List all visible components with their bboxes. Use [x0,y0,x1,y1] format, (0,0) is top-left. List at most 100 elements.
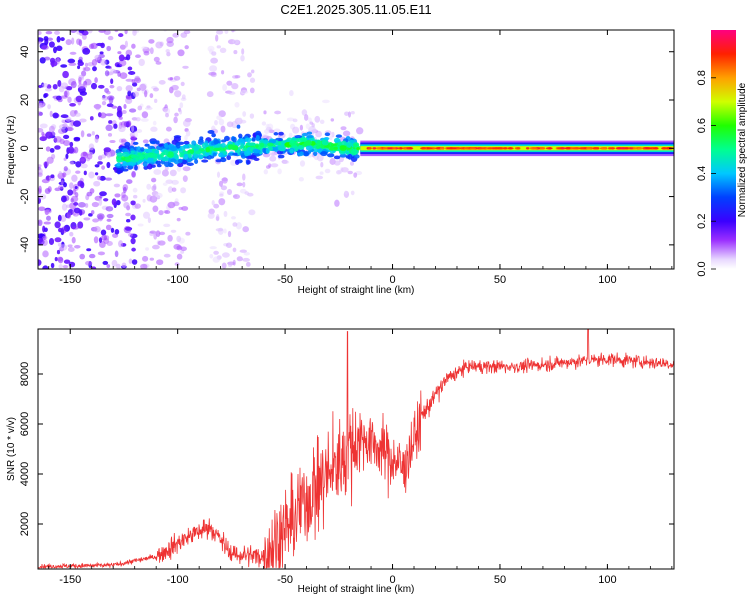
ridge-blob [347,142,352,148]
noise-blob [54,145,61,150]
noise-blob [146,183,152,190]
noise-blob [171,187,177,192]
noise-blob [38,164,42,168]
noise-blob [88,30,93,34]
tone-peak-dot [578,147,585,150]
ridge-blob [148,153,154,158]
noise-blob [176,235,182,243]
ridge-blob [255,144,259,148]
ridge-blob [305,140,312,146]
noise-blob [45,30,53,35]
ridge-blob [306,134,314,139]
ridge-blob [173,136,181,142]
noise-blob [263,110,267,115]
noise-blob [232,222,238,227]
ridge-blob [194,159,199,164]
noise-blob [110,227,115,233]
noise-blob [118,59,127,67]
noise-blob [250,69,255,74]
ridge-blob [232,136,237,143]
noise-blob [153,87,159,92]
ridge-blob [218,152,224,158]
noise-blob [299,160,306,167]
noise-blob [152,183,157,190]
tone-peak-dot [507,147,514,150]
noise-blob [226,121,234,128]
noise-blob [184,45,189,50]
noise-blob [223,228,227,234]
tone-peak-dot [421,147,426,150]
noise-blob [244,191,250,195]
noise-blob [126,179,133,185]
tone-peak-dot [661,147,667,150]
noise-blob [39,136,47,142]
noise-blob [292,118,298,123]
noise-blob [38,30,42,36]
ridge-blob [289,148,294,154]
tone-peak-dot [645,147,652,150]
noise-blob [99,191,107,197]
ridge-blob [246,160,251,165]
noise-blob [233,50,238,55]
ridge-blob [124,156,131,163]
tone-peak-dot [667,147,671,150]
noise-blob [134,203,141,209]
ridge-blob [145,149,153,153]
noise-blob [45,131,53,139]
noise-blob [48,41,55,48]
noise-blob [232,259,236,266]
tone-peak-dot [478,147,486,150]
noise-blob [234,102,240,108]
noise-blob [207,45,215,52]
noise-blob [224,30,229,35]
noise-blob [69,109,77,117]
noise-blob [153,56,160,63]
tone-peak-dot [439,147,445,150]
noise-blob [154,98,158,104]
spectrogram-x-tick-label: -150 [59,274,81,286]
tone-peak-dot [392,147,397,150]
noise-blob [208,71,217,76]
noise-blob [226,189,233,195]
ridge-blob [339,153,347,158]
ridge-blob [205,146,211,153]
noise-blob [60,226,67,234]
tone-peak-dot [531,147,538,150]
noise-blob [78,56,83,61]
ridge-blob [315,145,321,150]
noise-blob [69,122,73,129]
noise-blob [282,160,290,165]
noise-blob [106,264,111,269]
noise-blob [249,87,255,94]
snr-series-line [38,329,674,569]
noise-blob [262,152,271,158]
noise-blob [43,93,47,99]
noise-blob [48,125,55,133]
noise-blob [54,221,61,229]
noise-blob [57,79,62,87]
ridge-blob [130,148,134,152]
noise-blob [123,225,132,234]
noise-blob [263,169,269,175]
noise-blob [60,64,68,68]
noise-blob [67,244,73,248]
noise-blob [340,167,349,173]
ridge-blob [294,146,299,152]
noise-blob [123,201,130,209]
noise-blob [38,259,42,266]
tone-peak-dot [557,147,563,150]
noise-blob [57,185,64,190]
ridge-blob [263,139,269,144]
noise-blob [50,174,55,179]
noise-blob [221,70,225,75]
ridge-blob [213,139,219,145]
noise-blob [182,166,191,172]
noise-blob [123,103,127,110]
noise-blob [303,114,309,121]
tone-peak-dot [525,147,530,150]
noise-blob [225,242,233,248]
noise-blob [221,252,230,258]
noise-blob [139,83,147,91]
noise-blob [182,65,189,69]
noise-blob [64,90,68,97]
